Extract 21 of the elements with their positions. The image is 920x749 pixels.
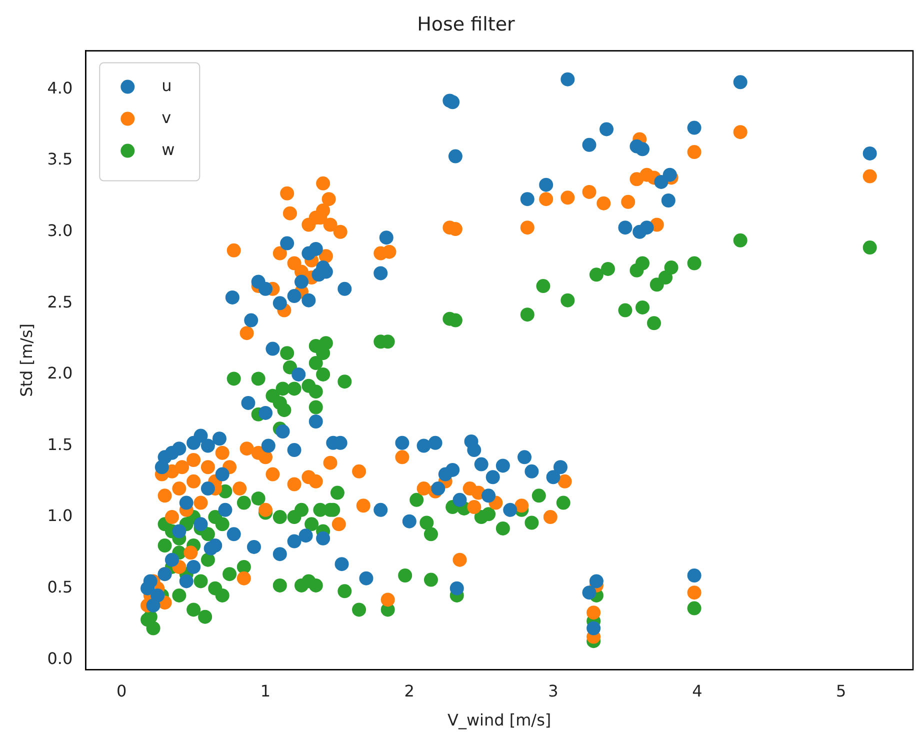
legend-label: w — [162, 140, 175, 159]
x-tick-label: 4 — [692, 681, 702, 700]
y-tick-label: 3.0 — [47, 221, 73, 240]
y-tick-label: 4.0 — [47, 78, 73, 98]
x-tick-label: 0 — [116, 681, 127, 700]
y-tick-label: 0.5 — [47, 577, 73, 596]
y-tick-label: 2.0 — [47, 364, 73, 383]
x-tick-label: 5 — [836, 681, 846, 700]
y-axis-title: Std [m/s] — [16, 323, 36, 397]
legend-label: v — [162, 108, 172, 127]
legend-label: u — [162, 76, 172, 95]
x-axis-title: V_wind [m/s] — [447, 710, 552, 730]
x-tick-label: 2 — [404, 681, 414, 700]
y-tick-label: 2.5 — [47, 292, 73, 312]
y-tick-label: 3.5 — [47, 150, 73, 169]
chart-title: Hose filter — [417, 13, 516, 36]
y-tick-label: 0.0 — [47, 648, 73, 668]
y-tick-label: 1.5 — [47, 434, 73, 454]
x-tick-label: 1 — [260, 681, 271, 700]
y-tick-label: 1.0 — [47, 506, 73, 526]
x-tick-label: 3 — [548, 681, 558, 700]
